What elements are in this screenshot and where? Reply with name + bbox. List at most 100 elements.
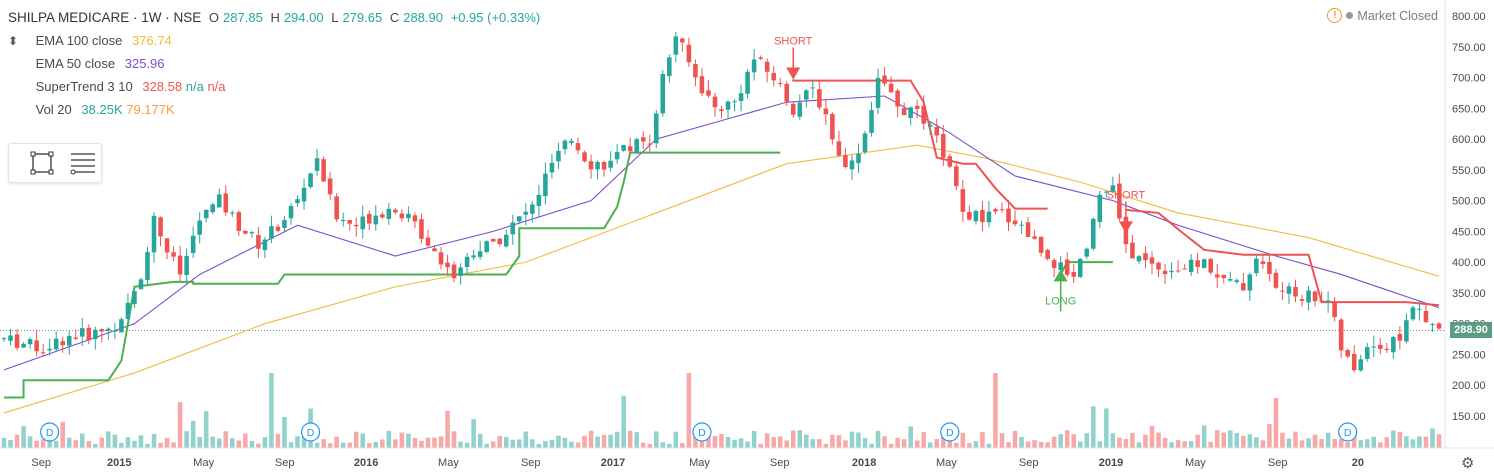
candle-body — [1247, 274, 1253, 291]
volume-bar — [751, 430, 757, 448]
volume-bar — [93, 443, 98, 448]
volume-bar — [797, 430, 803, 448]
list-icon[interactable] — [70, 153, 95, 175]
volume-bar — [601, 434, 607, 448]
symbol-title[interactable]: SHILPA MEDICARE · 1W · NSE — [8, 10, 202, 25]
settings-gear-icon[interactable]: ⚙ — [1461, 455, 1475, 472]
volume-bar — [14, 434, 20, 448]
ema-100-path — [3, 144, 1440, 414]
volume-bar — [856, 432, 861, 448]
volume-bars — [1, 373, 1442, 448]
candle-body — [1273, 272, 1279, 288]
volume-bar — [712, 436, 718, 448]
volume-bar — [575, 442, 581, 448]
candle-body — [993, 209, 998, 212]
candle-body — [458, 267, 463, 276]
candle-body — [177, 255, 183, 275]
volume-bar — [490, 441, 496, 448]
candle-body — [106, 328, 111, 331]
short-arrow — [1118, 221, 1133, 234]
candle-body — [862, 133, 868, 152]
indicator-ema50[interactable]: EMA 50 close 325.96 — [35, 56, 165, 71]
candle-body — [999, 209, 1005, 211]
volume-bar — [1391, 430, 1396, 448]
volume-bar — [777, 436, 783, 448]
candle-body — [125, 302, 131, 319]
collapse-toggle-icon[interactable]: ⬍ — [8, 34, 19, 48]
rectangle-select-icon[interactable] — [30, 151, 54, 175]
candle-body — [1012, 220, 1018, 225]
volume-bar — [1169, 442, 1174, 448]
candle-body — [40, 352, 46, 354]
candle-body — [1077, 258, 1083, 277]
volume-bar — [895, 437, 900, 448]
candle-body — [132, 291, 137, 305]
candle-body — [640, 137, 646, 142]
price-tick-label: 650.00 — [1452, 103, 1486, 115]
volume-bar — [1286, 438, 1292, 448]
price-axis: 150.00200.00250.00300.00350.00400.00450.… — [1444, 0, 1486, 448]
volume-bar — [569, 441, 574, 448]
candle-body — [771, 72, 776, 81]
indicator-ema100[interactable]: ⬍ EMA 100 close 376.74 — [8, 31, 548, 54]
candle-body — [1410, 307, 1416, 320]
volume-bar — [275, 433, 281, 448]
candle-body — [693, 64, 698, 78]
candle-body — [1378, 344, 1383, 349]
indicator-volume[interactable]: Vol 20 38.25K 79.177K — [35, 102, 175, 117]
candle-body — [216, 194, 222, 208]
candle-body — [1064, 259, 1070, 275]
candle-body — [282, 220, 287, 228]
volume-bar — [445, 410, 450, 448]
candle-body — [556, 150, 561, 162]
volume-bar — [875, 430, 881, 448]
volume-bar — [301, 436, 307, 448]
volume-bar — [764, 433, 770, 448]
candle-body — [751, 59, 757, 73]
dividend-marker-label: D — [307, 427, 315, 439]
short-signal-label: SHORT — [1107, 189, 1146, 201]
candle-body — [830, 114, 835, 140]
candle-body — [1312, 291, 1318, 302]
volume-bar — [901, 439, 907, 448]
ema-50-line — [3, 95, 1440, 371]
warning-icon[interactable]: ! — [1327, 8, 1343, 23]
candle-body — [1286, 286, 1292, 294]
candle-body — [1436, 323, 1442, 329]
candle-body — [980, 209, 985, 223]
candle-body — [627, 146, 633, 152]
time-tick-label: May — [689, 457, 710, 469]
volume-bar — [60, 421, 65, 448]
volume-bar — [627, 430, 633, 448]
volume-bar — [562, 437, 568, 448]
candle-body — [1260, 261, 1266, 264]
volume-bar — [1201, 425, 1207, 448]
market-status[interactable]: ! Market Closed — [1327, 8, 1438, 23]
candle-body — [164, 238, 170, 253]
long-arrow — [1053, 269, 1068, 282]
dividend-marker-label: D — [46, 427, 54, 439]
candle-body — [158, 217, 163, 237]
volume-bar — [582, 435, 587, 448]
volume-bar — [608, 434, 613, 448]
volume-bar — [999, 433, 1005, 448]
volume-bar — [164, 437, 170, 448]
candle-body — [836, 141, 842, 156]
candle-body — [99, 329, 105, 332]
candle-body — [1430, 324, 1435, 326]
dividend-marker-label: D — [946, 427, 954, 439]
volume-bar — [719, 434, 724, 448]
candle-body — [1306, 290, 1311, 303]
candle-body — [373, 215, 379, 225]
candle-body — [543, 173, 548, 197]
candle-body — [14, 334, 20, 348]
candle-body — [353, 224, 359, 227]
candle-body — [386, 208, 392, 219]
candle-body — [1038, 236, 1044, 253]
time-tick-label: 2017 — [601, 457, 625, 469]
volume-bar — [21, 426, 26, 448]
volume-bar — [151, 433, 157, 448]
candle-body — [719, 109, 724, 112]
indicator-supertrend[interactable]: SuperTrend 3 10 328.58 n/a n/a — [35, 79, 226, 94]
